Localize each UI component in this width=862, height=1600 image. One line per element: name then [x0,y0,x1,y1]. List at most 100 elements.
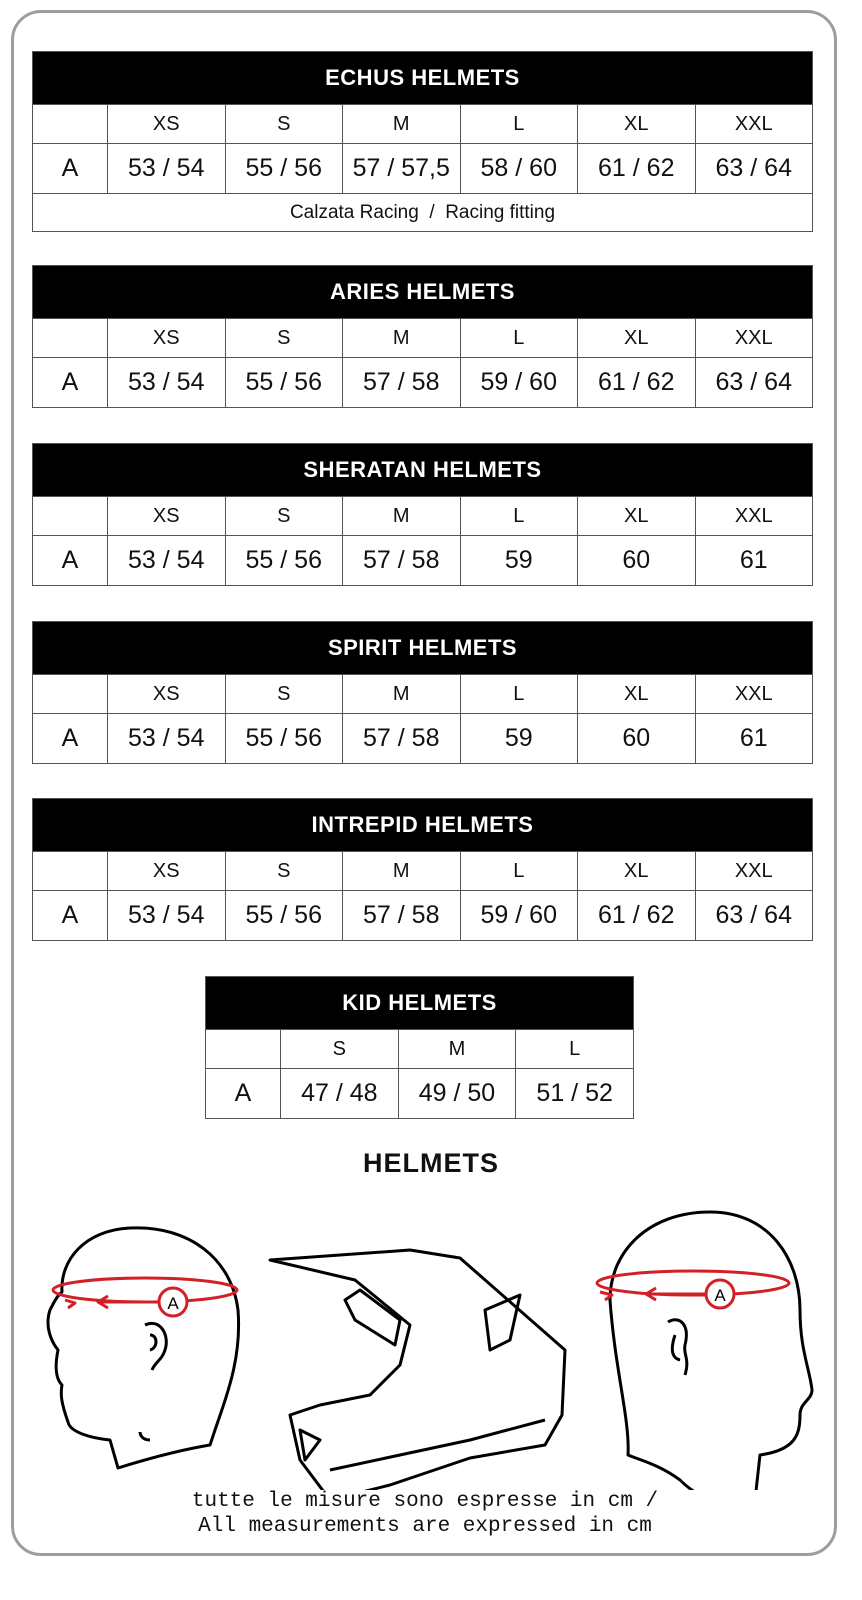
measurement-cell: 61 [694,535,813,586]
size-header: L [459,851,578,891]
size-header: S [280,1029,399,1069]
table-title: INTREPID HELMETS [32,798,813,852]
footer-line-italian: tutte le misure sono espresse in cm / [191,1490,659,1513]
measurement-cell: 57 / 58 [342,713,461,764]
measurement-cell: 61 [694,713,813,764]
size-header: XXL [694,851,813,891]
footer-line-english: All measurements are expressed in cm [198,1515,652,1538]
size-header: XL [577,851,696,891]
size-header: M [342,104,461,144]
size-header: S [224,318,343,358]
measurement-cell: 53 / 54 [107,143,226,194]
measurement-cell: 57 / 57,5 [342,143,461,194]
size-header: XL [577,104,696,144]
measurement-cell: 58 / 60 [459,143,578,194]
empty-cell [32,674,108,714]
size-table-aries-helmets: ARIES HELMETS XS S M L XL XXL A 53 / 54 55 / 56 57… [32,265,813,408]
size-header: XXL [694,318,813,358]
measurement-illustration: A A [46,1210,814,1490]
measurement-cell: 61 / 62 [577,143,696,194]
measurement-cell: 53 / 54 [107,890,226,941]
measurement-cell: 59 / 60 [459,357,578,408]
size-header: XS [107,318,226,358]
table-title: KID HELMETS [205,976,634,1030]
measurement-cell: 55 / 56 [224,713,343,764]
size-header: M [342,674,461,714]
size-header: M [397,1029,517,1069]
marker-label-left: A [167,1294,179,1313]
size-header: XXL [694,104,813,144]
chart-frame [11,10,837,1556]
size-table-echus-helmets: ECHUS HELMETS XS S M L XL XXL A 53 / 54 55 / 56 57… [32,51,813,232]
fitting-note: Calzata Racing / Racing fitting [32,193,813,232]
size-header: M [342,496,461,536]
empty-cell [32,851,108,891]
size-header: L [459,104,578,144]
row-label: A [32,143,108,194]
size-header: L [459,674,578,714]
table-title: ARIES HELMETS [32,265,813,319]
measurement-cell: 60 [577,535,696,586]
size-header: XS [107,496,226,536]
size-table-sheratan-helmets: SHERATAN HELMETS XS S M L XL XXL A 53 / 54 55 / 5… [32,443,813,586]
size-header: L [459,318,578,358]
size-table-kid-helmets: KID HELMETS S M L A 47 / 48 49 / 50 51 / 52 [205,976,634,1119]
measurement-cell: 53 / 54 [107,357,226,408]
size-header: XXL [694,674,813,714]
row-label: A [205,1068,281,1119]
size-header: M [342,851,461,891]
right-head-icon [608,1210,814,1490]
marker-label-right: A [714,1286,726,1305]
measurement-cell: 63 / 64 [694,357,813,408]
measurement-cell: 51 / 52 [515,1068,634,1119]
size-header: L [515,1029,634,1069]
measurement-cell: 63 / 64 [694,890,813,941]
empty-cell [32,496,108,536]
size-header: XL [577,674,696,714]
measurement-cell: 55 / 56 [224,535,343,586]
section-title: HELMETS [362,1148,499,1178]
footer-note: tutte le misure sono espresse in cm / Al… [0,1489,850,1539]
size-header: XL [577,496,696,536]
measurement-cell: 55 / 56 [224,357,343,408]
size-header: XS [107,104,226,144]
size-header: M [342,318,461,358]
empty-cell [32,104,108,144]
empty-cell [205,1029,281,1069]
size-header: XXL [694,496,813,536]
measurement-cell: 49 / 50 [397,1068,517,1119]
empty-cell [32,318,108,358]
helmet-icon [268,1248,567,1490]
row-label: A [32,890,108,941]
row-label: A [32,713,108,764]
measurement-cell: 60 [577,713,696,764]
size-table-intrepid-helmets: INTREPID HELMETS XS S M L XL XXL A 53 / 54 55 / 5… [32,798,813,941]
measurement-cell: 47 / 48 [280,1068,399,1119]
size-header: XS [107,851,226,891]
measurement-cell: 53 / 54 [107,713,226,764]
measurement-cell: 57 / 58 [342,357,461,408]
table-title: SPIRIT HELMETS [32,621,813,675]
measurement-cell: 61 / 62 [577,890,696,941]
right-measure-band [595,1269,791,1310]
measurement-cell: 61 / 62 [577,357,696,408]
measurement-cell: 59 [459,713,578,764]
size-header: S [224,104,343,144]
measurement-cell: 57 / 58 [342,535,461,586]
size-header: S [224,851,343,891]
size-header: S [224,496,343,536]
size-table-spirit-helmets: SPIRIT HELMETS XS S M L XL XXL A 53 / 54 55 / 56 5… [32,621,813,764]
size-header: XS [107,674,226,714]
left-head-icon [46,1226,241,1470]
table-title: SHERATAN HELMETS [32,443,813,497]
size-header: L [459,496,578,536]
row-label: A [32,357,108,408]
measurement-cell: 55 / 56 [224,890,343,941]
measurement-cell: 59 / 60 [459,890,578,941]
table-title: ECHUS HELMETS [32,51,813,105]
measurement-cell: 53 / 54 [107,535,226,586]
measurement-cell: 57 / 58 [342,890,461,941]
size-header: S [224,674,343,714]
measurement-cell: 59 [459,535,578,586]
size-header: XL [577,318,696,358]
